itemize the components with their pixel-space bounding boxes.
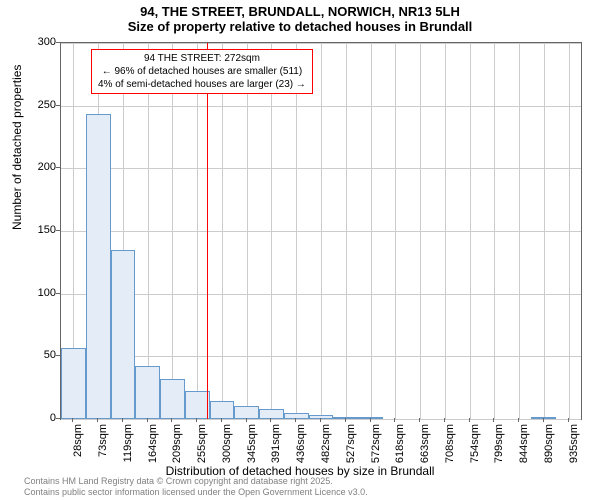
y-tick-label: 150 bbox=[38, 224, 56, 236]
y-tick bbox=[56, 355, 60, 356]
x-tick bbox=[196, 418, 197, 422]
x-tick bbox=[370, 418, 371, 422]
x-tick-label: 436sqm bbox=[295, 424, 307, 464]
histogram-bar bbox=[135, 366, 160, 419]
y-tick-label: 300 bbox=[38, 36, 56, 48]
histogram-bar bbox=[358, 417, 383, 419]
gridline-v bbox=[271, 43, 272, 419]
marker-line bbox=[207, 43, 208, 419]
gridline-v bbox=[445, 43, 446, 419]
attribution: Contains HM Land Registry data © Crown c… bbox=[24, 476, 368, 498]
y-tick-label: 100 bbox=[38, 287, 56, 299]
x-tick-label: 935sqm bbox=[568, 424, 580, 464]
gridline-v bbox=[197, 43, 198, 419]
y-tick-label: 200 bbox=[38, 161, 56, 173]
x-tick-label: 572sqm bbox=[370, 424, 382, 464]
gridline-v bbox=[172, 43, 173, 419]
attribution-line1: Contains HM Land Registry data © Crown c… bbox=[24, 476, 368, 487]
y-tick bbox=[56, 105, 60, 106]
x-tick-label: 345sqm bbox=[246, 424, 258, 464]
x-tick-label: 119sqm bbox=[122, 424, 134, 464]
x-tick bbox=[469, 418, 470, 422]
x-tick bbox=[345, 418, 346, 422]
x-tick-label: 73sqm bbox=[97, 424, 109, 464]
gridline-v bbox=[148, 43, 149, 419]
plot-area: 94 THE STREET: 272sqm ← 96% of detached … bbox=[60, 42, 582, 420]
x-tick bbox=[97, 418, 98, 422]
x-tick-label: 890sqm bbox=[543, 424, 555, 464]
y-tick bbox=[56, 167, 60, 168]
attribution-line2: Contains public sector information licen… bbox=[24, 487, 368, 498]
y-tick-label: 250 bbox=[38, 99, 56, 111]
x-tick bbox=[543, 418, 544, 422]
gridline-v bbox=[296, 43, 297, 419]
gridline-v bbox=[371, 43, 372, 419]
x-tick bbox=[270, 418, 271, 422]
x-tick-label: 164sqm bbox=[147, 424, 159, 464]
histogram-bar bbox=[160, 379, 185, 419]
y-axis-label: Number of detached properties bbox=[10, 65, 24, 230]
x-tick bbox=[72, 418, 73, 422]
y-tick bbox=[56, 418, 60, 419]
x-tick-label: 618sqm bbox=[394, 424, 406, 464]
gridline-v bbox=[544, 43, 545, 419]
histogram-bar bbox=[86, 114, 111, 419]
histogram-bar bbox=[531, 417, 556, 419]
gridline-v bbox=[321, 43, 322, 419]
histogram-bar bbox=[210, 401, 235, 419]
histogram-bar bbox=[259, 409, 284, 419]
gridline-v bbox=[470, 43, 471, 419]
x-tick-label: 300sqm bbox=[221, 424, 233, 464]
gridline-v bbox=[395, 43, 396, 419]
chart-title-main: 94, THE STREET, BRUNDALL, NORWICH, NR13 … bbox=[0, 0, 600, 19]
x-tick-label: 663sqm bbox=[419, 424, 431, 464]
x-tick bbox=[171, 418, 172, 422]
x-tick bbox=[419, 418, 420, 422]
gridline-v bbox=[247, 43, 248, 419]
x-tick bbox=[246, 418, 247, 422]
x-tick-label: 209sqm bbox=[171, 424, 183, 464]
chart-title-sub: Size of property relative to detached ho… bbox=[0, 19, 600, 34]
y-tick bbox=[56, 230, 60, 231]
x-tick-label: 799sqm bbox=[493, 424, 505, 464]
chart-container: 94, THE STREET, BRUNDALL, NORWICH, NR13 … bbox=[0, 0, 600, 500]
x-tick-label: 28sqm bbox=[72, 424, 84, 464]
x-tick-label: 527sqm bbox=[345, 424, 357, 464]
gridline-v bbox=[569, 43, 570, 419]
histogram-bar bbox=[61, 348, 86, 419]
gridline-v bbox=[420, 43, 421, 419]
x-tick bbox=[394, 418, 395, 422]
y-tick-label: 50 bbox=[44, 349, 56, 361]
gridline-v bbox=[346, 43, 347, 419]
gridline-v bbox=[519, 43, 520, 419]
x-tick bbox=[518, 418, 519, 422]
x-tick bbox=[320, 418, 321, 422]
histogram-bar bbox=[111, 250, 136, 419]
annotation-line3: 4% of semi-detached houses are larger (2… bbox=[98, 78, 306, 91]
x-tick-label: 482sqm bbox=[320, 424, 332, 464]
annotation-line1: 94 THE STREET: 272sqm bbox=[98, 52, 306, 65]
x-tick bbox=[147, 418, 148, 422]
annotation-line2: ← 96% of detached houses are smaller (51… bbox=[98, 65, 306, 78]
y-tick bbox=[56, 42, 60, 43]
y-tick bbox=[56, 293, 60, 294]
x-tick bbox=[568, 418, 569, 422]
x-tick bbox=[295, 418, 296, 422]
gridline-v bbox=[494, 43, 495, 419]
x-tick-label: 844sqm bbox=[518, 424, 530, 464]
x-tick-label: 708sqm bbox=[444, 424, 456, 464]
gridline-v bbox=[222, 43, 223, 419]
x-tick bbox=[444, 418, 445, 422]
histogram-bar bbox=[234, 406, 259, 419]
x-tick-label: 255sqm bbox=[196, 424, 208, 464]
x-tick bbox=[221, 418, 222, 422]
annotation-box: 94 THE STREET: 272sqm ← 96% of detached … bbox=[91, 49, 313, 94]
histogram-bar bbox=[333, 417, 358, 420]
x-tick bbox=[493, 418, 494, 422]
gridline-h bbox=[61, 419, 581, 420]
x-tick bbox=[122, 418, 123, 422]
x-tick-label: 754sqm bbox=[469, 424, 481, 464]
x-tick-label: 391sqm bbox=[270, 424, 282, 464]
